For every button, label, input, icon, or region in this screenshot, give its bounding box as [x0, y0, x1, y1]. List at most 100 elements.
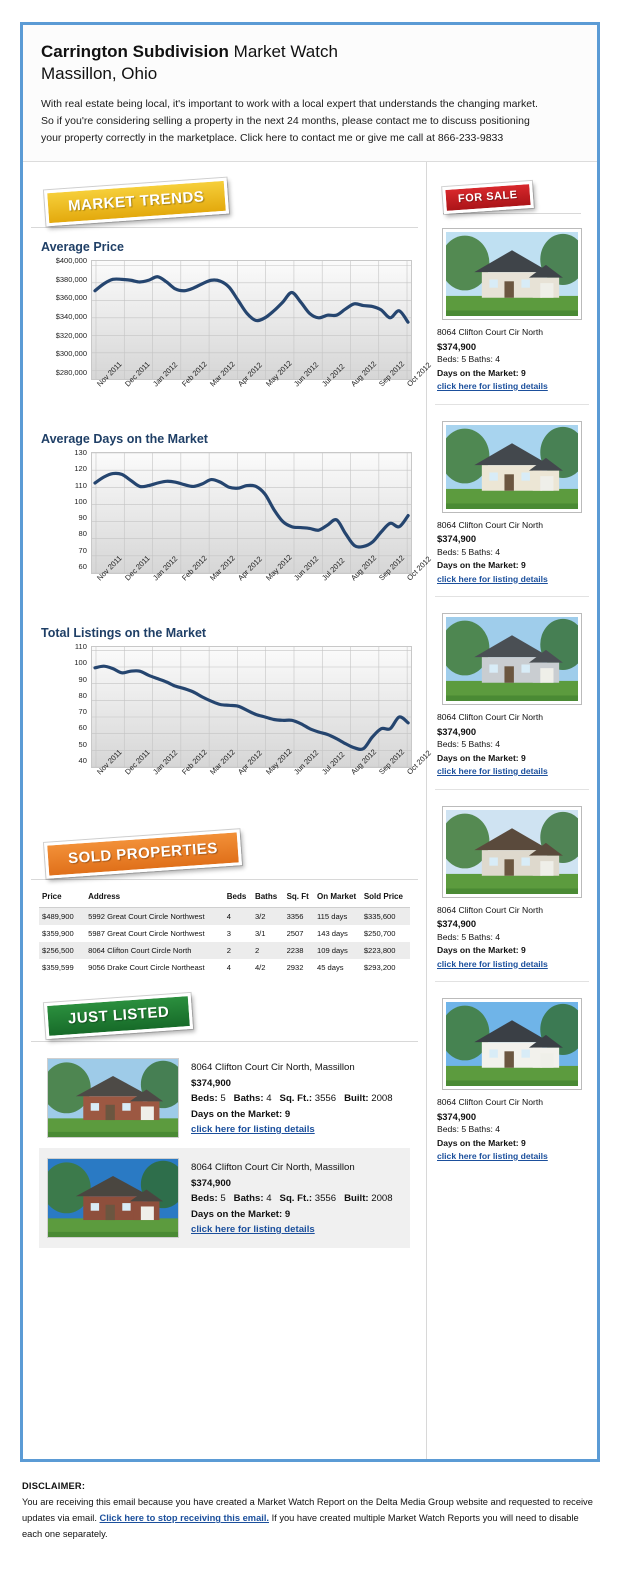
y-tick: $400,000 — [55, 256, 87, 265]
unsubscribe-link[interactable]: Click here to stop receiving this email. — [99, 1513, 269, 1523]
table-cell: 8064 Clifton Court Circle North — [85, 942, 224, 959]
banner-rule — [31, 879, 418, 880]
listing-specs: Beds: 5 Baths: 4 Sq. Ft.: 3556 Built: 20… — [191, 1093, 393, 1104]
page-title-rest: Market Watch — [228, 42, 338, 61]
listing-details-link[interactable]: click here for listing details — [437, 1151, 548, 1161]
page-title-bold: Carrington Subdivision — [41, 42, 229, 61]
for-sale-item[interactable]: 8064 Clifton Court Cir North $374,900 Beds… — [435, 220, 589, 405]
listing-address: 8064 Clifton Court Cir North — [437, 712, 544, 722]
y-tick: 90 — [78, 674, 87, 684]
just-listed-item[interactable]: 8064 Clifton Court Cir North, Massillon $… — [39, 1048, 410, 1148]
table-row[interactable]: $489,900 5992 Great Court Circle Northwes… — [39, 907, 410, 925]
listing-address: 8064 Clifton Court Cir North, Massillon — [191, 1062, 355, 1073]
table-header-row: Price Address Beds Baths Sq. Ft On Market Sold… — [39, 888, 410, 908]
sold-properties-table-wrap: Price Address Beds Baths Sq. Ft On Market Sold… — [23, 888, 426, 976]
line-chart-svg — [91, 647, 411, 767]
property-photo — [442, 420, 582, 513]
table-column-header: Baths — [251, 888, 284, 908]
banner-rule — [31, 1041, 418, 1042]
listing-details-link[interactable]: click here for listing details — [437, 381, 548, 391]
property-photo — [442, 998, 582, 1090]
table-cell: 3 — [226, 929, 231, 938]
table-column-header: Price — [39, 888, 86, 908]
x-axis-labels: Nov 2011 Dec 2011 Jan 2012 Feb 2012 Mar 2012… — [91, 359, 433, 426]
listing-price: $374,900 — [437, 918, 477, 929]
listing-beds-baths: Beds: 5 Baths: 4 — [437, 931, 501, 942]
table-cell: 9056 Drake Court Circle Northeast — [88, 963, 205, 972]
intro-line-2: So if you're considering selling a prope… — [41, 115, 530, 127]
market-trends-ribbon: MARKET TRENDS — [42, 176, 230, 228]
for-sale-item[interactable]: 8064 Clifton Court Cir North $374,900 Beds… — [435, 798, 589, 982]
for-sale-sidebar: FOR SALE 8064 Clifton Court Cir North $37… — [427, 162, 597, 1459]
chart-title: Total Listings on the Market — [41, 626, 207, 640]
just-listed-item[interactable]: 8064 Clifton Court Cir North, Massillon $… — [39, 1148, 410, 1248]
listing-price: $374,900 — [191, 1177, 232, 1189]
listing-specs: Beds: 5 Baths: 4 Sq. Ft.: 3556 Built: 20… — [191, 1193, 393, 1204]
listing-details-link[interactable]: click here for listing details — [437, 573, 548, 584]
y-tick: 130 — [74, 448, 87, 457]
y-tick: 100 — [74, 658, 87, 668]
chart-total-listings: Total Listings on the Market 110 100 90 … — [23, 626, 433, 814]
table-row[interactable]: $359,599 9056 Drake Court Circle Northeas… — [39, 959, 410, 976]
just-listed-banner: JUST LISTED — [23, 990, 426, 1048]
table-cell: 3/2 — [251, 907, 284, 925]
table-cell: $489,900 — [39, 907, 86, 925]
disclaimer-text-2: If you have created multiple Market Watc… — [22, 1513, 579, 1539]
banner-rule — [443, 213, 581, 214]
table-cell: 3/1 — [254, 929, 266, 938]
property-photo — [442, 613, 582, 705]
for-sale-list: 8064 Clifton Court Cir North $374,900 Beds… — [435, 220, 589, 1174]
y-tick: 110 — [74, 642, 87, 651]
table-cell: 4/2 — [254, 963, 266, 972]
listing-details-link[interactable]: click here for listing details — [437, 766, 548, 776]
listing-address: 8064 Clifton Court Cir North, Massillon — [191, 1162, 355, 1173]
line-chart-svg — [92, 261, 411, 379]
table-column-header: On Market — [314, 888, 361, 908]
table-cell: $250,700 — [363, 929, 396, 938]
for-sale-item[interactable]: 8064 Clifton Court Cir North $374,900 Beds… — [435, 413, 589, 597]
y-axis-labels: 110 100 90 80 70 60 50 40 — [39, 642, 91, 768]
property-photo — [442, 805, 582, 898]
listing-details-link[interactable]: click here for listing details — [191, 1124, 315, 1135]
y-tick: 70 — [78, 545, 87, 555]
listing-beds-baths: Beds: 5 Baths: 4 — [437, 354, 501, 364]
table-cell: 45 days — [317, 963, 344, 972]
table-cell: 2238 — [283, 942, 314, 959]
chart-title: Average Price — [41, 240, 124, 254]
market-trends-banner: MARKET TRENDS — [23, 176, 426, 234]
sold-properties-table: Price Address Beds Baths Sq. Ft On Market Sold… — [39, 888, 410, 976]
disclaimer-title: DISCLAIMER: — [22, 1481, 86, 1491]
just-listed-ribbon: JUST LISTED — [42, 991, 195, 1041]
y-axis-labels: 130 120 110 100 90 80 70 60 — [39, 448, 91, 574]
for-sale-item[interactable]: 8064 Clifton Court Cir North $374,900 Beds… — [435, 990, 589, 1174]
y-tick: 110 — [74, 480, 87, 490]
table-column-header: Beds — [223, 888, 252, 908]
listing-details-link[interactable]: click here for listing details — [191, 1224, 315, 1235]
chart-average-price: Average Price $400,000 $380,000 $360,000… — [23, 240, 433, 426]
y-tick: $320,000 — [55, 330, 87, 340]
intro-line-3: your property correctly in the marketpla… — [41, 132, 504, 144]
disclaimer-text-1: You are receiving this email because you… — [22, 1497, 593, 1523]
y-tick: 50 — [78, 739, 87, 749]
listing-days-on-market: Days on the Market: 9 — [191, 1208, 291, 1220]
listing-details-link[interactable]: click here for listing details — [437, 958, 548, 969]
table-cell: 143 days — [317, 929, 348, 938]
for-sale-item[interactable]: 8064 Clifton Court Cir North $374,900 Beds… — [435, 605, 589, 790]
table-cell: 4 — [223, 907, 252, 925]
property-photo — [47, 1158, 179, 1238]
table-column-header: Sold Price — [360, 888, 410, 908]
table-cell: $293,200 — [363, 963, 396, 972]
y-tick: 40 — [78, 755, 87, 765]
y-tick: $380,000 — [55, 274, 87, 284]
table-cell: 109 days — [314, 942, 361, 959]
y-tick: 70 — [78, 707, 87, 717]
table-cell: $335,600 — [360, 907, 410, 925]
listing-address: 8064 Clifton Court Cir North — [437, 327, 544, 337]
just-listed-list: 8064 Clifton Court Cir North, Massillon $… — [23, 1048, 426, 1258]
table-cell: 4 — [226, 963, 231, 972]
y-tick: 60 — [78, 723, 87, 733]
table-row[interactable]: $359,900 5987 Great Court Circle Northwes… — [39, 925, 410, 942]
listing-days-on-market: Days on the Market: 9 — [191, 1108, 291, 1120]
table-row[interactable]: $256,500 8064 Clifton Court Circle North 2… — [39, 942, 410, 959]
